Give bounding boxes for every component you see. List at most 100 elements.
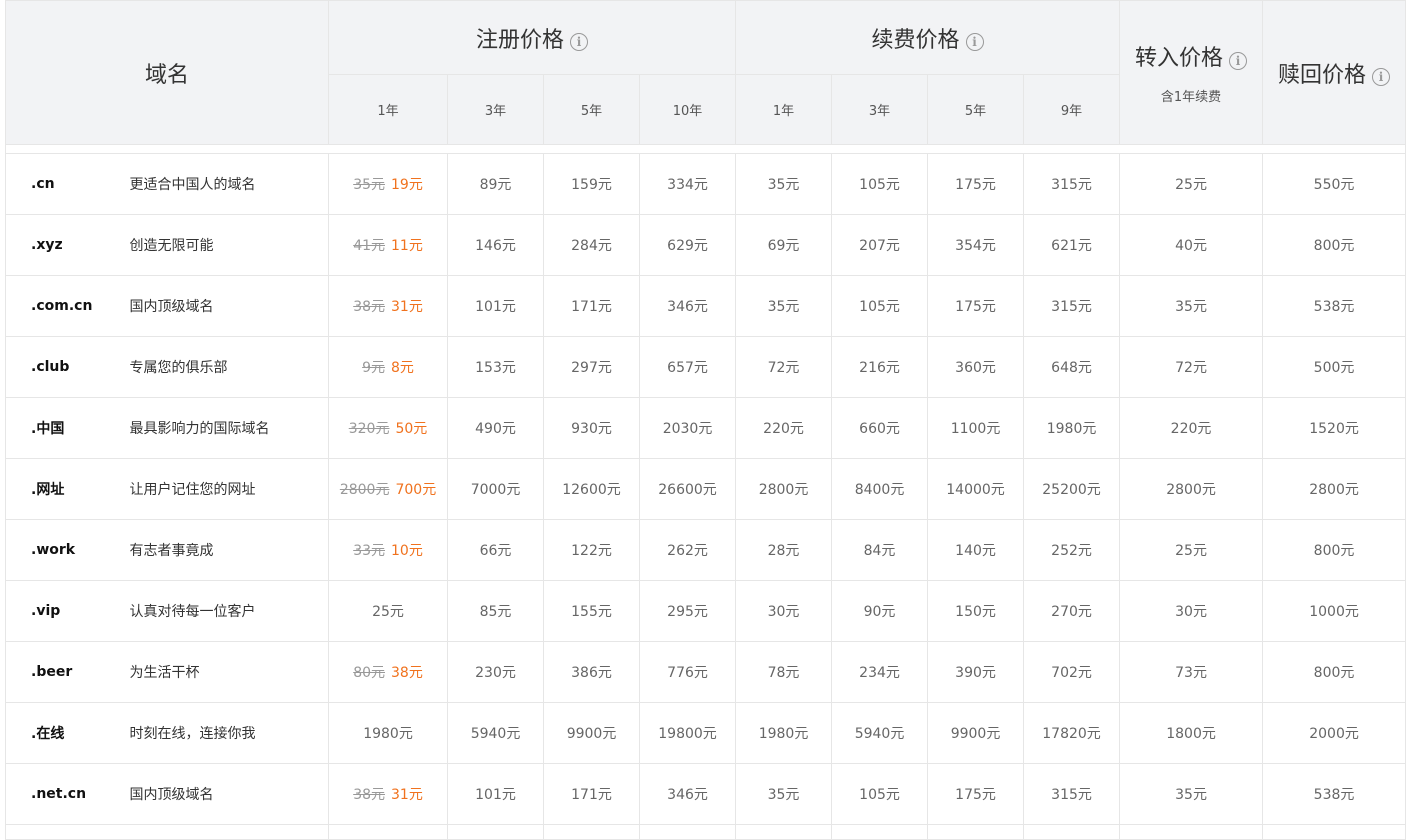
renew-5y-price: 175元 [927,153,1025,215]
transfer-price: 72元 [1119,336,1264,398]
register-3y-price: 101元 [447,763,545,825]
redeem-price: 2800元 [1262,458,1407,520]
register-3y-price: 230元 [447,641,545,703]
sale-price: 700元 [395,482,437,498]
domain-description: 最具影响力的国际域名 [129,397,330,459]
register-3y-price: 490元 [447,397,545,459]
renew-9y-price: 702元 [1023,641,1121,703]
domain-description: 认真对待每一位客户 [129,580,330,642]
sale-price: 10元 [391,543,423,559]
register-1y-price: 320元 50元 [328,397,449,459]
renew-9y-price: 270元 [1023,580,1121,642]
sale-price: 50元 [395,421,428,437]
renew-3y-price: 234元 [831,641,929,703]
register-5y-price: 297元 [543,336,641,398]
domain-description: 有志者事竟成 [129,519,330,581]
domain-description: 为生活干杯 [129,641,330,703]
register-10y-price: 295元 [639,580,737,642]
info-icon[interactable]: i [1229,51,1248,70]
renew-3y-price: 105元 [831,275,929,337]
register-1y-price: 80元 38元 [328,641,449,703]
renew-3y-price: 84元 [831,519,929,581]
renew-1y-price: 1980元 [735,702,833,764]
renew-9y-price: 315元 [1023,153,1121,215]
register-5y-price: 122元 [543,519,641,581]
partial-cell [129,824,330,840]
domain-description: 时刻在线，连接你我 [129,702,330,764]
renew-5y-price: 360元 [927,336,1025,398]
info-icon[interactable]: i [965,33,984,51]
register-1y-price: 41元 11元 [328,214,449,276]
redeem-price: 800元 [1262,519,1407,581]
register-5y-price: 171元 [543,763,641,825]
header-register-year: 10年 [639,74,737,145]
partial-cell [1119,824,1264,840]
register-10y-price: 334元 [639,153,737,215]
renew-5y-price: 140元 [927,519,1025,581]
domain-suffix: .vip [5,580,130,642]
table-row: .xyz 创造无限可能 41元 11元 146元 284元 629元 69元 207元 354元 6… [5,214,1407,276]
renew-3y-price: 5940元 [831,702,929,764]
register-10y-price: 262元 [639,519,737,581]
domain-suffix: .中国 [5,397,130,459]
transfer-price: 25元 [1119,153,1264,215]
partial-cell [927,824,1025,840]
renew-1y-price: 2800元 [735,458,833,520]
register-3y-price: 85元 [447,580,545,642]
redeem-price: 2000元 [1262,702,1407,764]
renew-9y-price: 621元 [1023,214,1121,276]
renew-1y-price: 35元 [735,275,833,337]
renew-3y-price: 216元 [831,336,929,398]
transfer-price: 220元 [1119,397,1264,459]
header-renew-year: 9年 [1023,74,1121,145]
partial-cell [328,824,449,840]
header-renew-year: 3年 [831,74,929,145]
price-table-container: 域名 注册价格 i 续费价格 i 转入价格 i 含1年续费 赎回价格 i 1年 3年 5… [4,0,1407,840]
renew-9y-price: 1980元 [1023,397,1121,459]
register-10y-price: 346元 [639,763,737,825]
sale-price: 31元 [391,787,423,803]
price-table-body: .cn 更适合中国人的域名 35元 19元 89元 159元 334元 35元 105元 175元… [4,144,1407,840]
table-row: .在线 时刻在线，连接你我 1980元 5940元 9900元 19800元 1980元 59… [5,702,1407,764]
header-renew-year: 5年 [927,74,1025,145]
renew-1y-price: 28元 [735,519,833,581]
renew-1y-price: 72元 [735,336,833,398]
header-renew-label: 续费价格 [871,27,960,53]
register-5y-price: 9900元 [543,702,641,764]
domain-suffix: .beer [5,641,130,703]
header-domain-label: 域名 [145,62,190,88]
transfer-price: 35元 [1119,275,1264,337]
redeem-price: 500元 [1262,336,1407,398]
header-transfer-note: 含1年续费 [1160,90,1222,105]
renew-3y-price: 660元 [831,397,929,459]
domain-suffix: .work [5,519,130,581]
header-transfer-label: 转入价格 [1135,46,1224,71]
header-transfer: 转入价格 i 含1年续费 [1119,0,1264,145]
redeem-price: 800元 [1262,641,1407,703]
partial-row [5,824,1407,840]
renew-3y-price: 90元 [831,580,929,642]
table-row: .work 有志者事竟成 33元 10元 66元 122元 262元 28元 84元 140元 25… [5,519,1407,581]
transfer-price: 1800元 [1119,702,1264,764]
partial-cell [447,824,545,840]
redeem-price: 1000元 [1262,580,1407,642]
transfer-price: 30元 [1119,580,1264,642]
info-icon[interactable]: i [1372,68,1391,86]
transfer-price: 73元 [1119,641,1264,703]
register-10y-price: 26600元 [639,458,737,520]
original-price: 2800元 [339,482,390,498]
register-1y-price: 33元 10元 [328,519,449,581]
renew-5y-price: 175元 [927,763,1025,825]
sale-price: 11元 [391,238,423,254]
renew-3y-price: 105元 [831,153,929,215]
register-1y-price: 2800元 700元 [328,458,449,520]
transfer-price: 2800元 [1119,458,1264,520]
info-icon[interactable]: i [570,33,589,51]
domain-description: 专属您的俱乐部 [129,336,330,398]
redeem-price: 550元 [1262,153,1407,215]
renew-5y-price: 354元 [927,214,1025,276]
spacer-cell [4,144,1407,154]
partial-cell [1262,824,1407,840]
register-10y-price: 19800元 [639,702,737,764]
header-register-year: 1年 [328,74,449,145]
